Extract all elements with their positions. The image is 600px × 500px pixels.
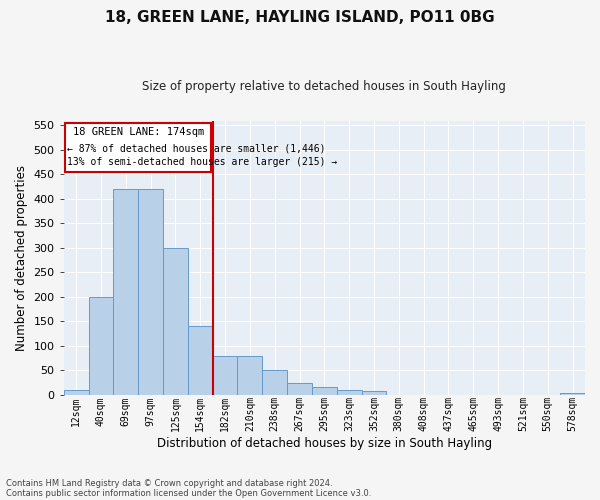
Text: 13% of semi-detached houses are larger (215) →: 13% of semi-detached houses are larger (… xyxy=(67,158,338,168)
Bar xyxy=(212,356,238,395)
Bar xyxy=(287,382,312,395)
Text: 18 GREEN LANE: 174sqm: 18 GREEN LANE: 174sqm xyxy=(73,127,204,137)
Bar xyxy=(560,394,585,395)
Text: Contains HM Land Registry data © Crown copyright and database right 2024.: Contains HM Land Registry data © Crown c… xyxy=(6,478,332,488)
Text: 18, GREEN LANE, HAYLING ISLAND, PO11 0BG: 18, GREEN LANE, HAYLING ISLAND, PO11 0BG xyxy=(105,10,495,25)
Bar xyxy=(238,356,262,395)
Bar xyxy=(188,326,212,395)
Bar xyxy=(362,391,386,395)
Bar xyxy=(64,390,89,395)
Bar xyxy=(89,297,113,395)
Bar xyxy=(163,248,188,395)
Y-axis label: Number of detached properties: Number of detached properties xyxy=(15,164,28,350)
Bar xyxy=(113,189,138,395)
Bar xyxy=(138,189,163,395)
Title: Size of property relative to detached houses in South Hayling: Size of property relative to detached ho… xyxy=(142,80,506,93)
Text: ← 87% of detached houses are smaller (1,446): ← 87% of detached houses are smaller (1,… xyxy=(67,144,326,154)
Bar xyxy=(312,388,337,395)
Bar xyxy=(337,390,362,395)
Bar xyxy=(65,123,211,172)
Text: Contains public sector information licensed under the Open Government Licence v3: Contains public sector information licen… xyxy=(6,488,371,498)
Bar xyxy=(262,370,287,395)
X-axis label: Distribution of detached houses by size in South Hayling: Distribution of detached houses by size … xyxy=(157,437,492,450)
